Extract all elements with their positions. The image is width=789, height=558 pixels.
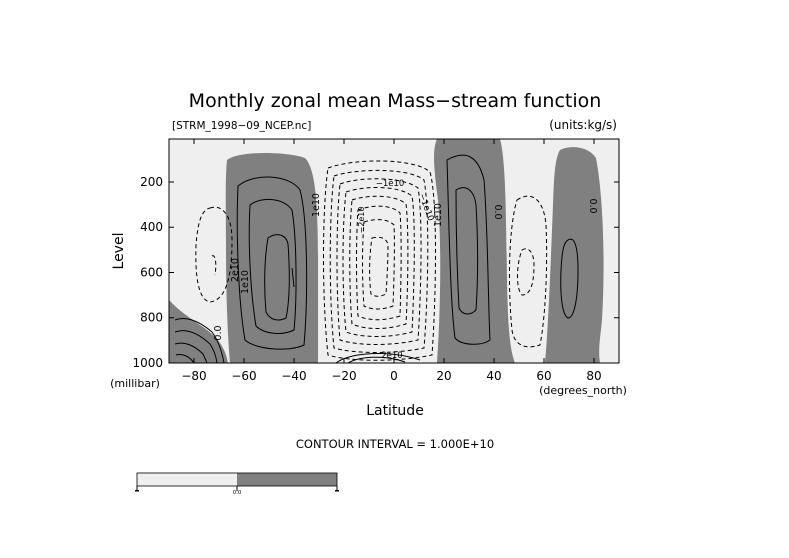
colorbar-center-label: 0.0 xyxy=(233,490,242,496)
contour-label: −1e10 xyxy=(376,179,405,189)
positive-region-north xyxy=(434,139,515,363)
contour-line xyxy=(336,178,422,345)
negative-contours xyxy=(195,160,548,361)
contour-label: 2e10 xyxy=(381,351,402,361)
y-axis-title: Level xyxy=(111,233,127,270)
positive-region-far-south xyxy=(169,300,228,363)
contour-line xyxy=(356,205,402,321)
contour-line xyxy=(342,186,415,337)
x-axis-unit: (degrees_north) xyxy=(539,384,627,397)
contour-label: 0.0 xyxy=(492,204,503,219)
contour-line xyxy=(264,234,290,321)
x-tick-label: 20 xyxy=(436,369,451,383)
x-tick-label: −80 xyxy=(181,369,206,383)
contour-label: 1e10 xyxy=(311,193,322,217)
contour-line xyxy=(291,267,295,288)
x-axis: −80 −60 −40 −20 0 20 40 60 80 xyxy=(181,139,602,383)
x-tick-label: 60 xyxy=(536,369,551,383)
contour-line xyxy=(211,255,217,276)
y-tick-label: 1000 xyxy=(132,356,163,370)
colorbar-min-mark xyxy=(135,490,139,492)
contour-line xyxy=(362,219,395,310)
y-tick-label: 800 xyxy=(140,311,163,325)
positive-contours xyxy=(174,154,491,364)
x-tick-label: 80 xyxy=(586,369,601,383)
contour-line xyxy=(329,169,429,353)
positive-region-far-north xyxy=(545,147,604,363)
contour-line xyxy=(369,236,389,297)
colorbar-max-mark xyxy=(335,490,339,492)
contour-label: 1e10 xyxy=(433,203,444,227)
contour-line xyxy=(174,342,208,364)
x-tick-label: 40 xyxy=(486,369,501,383)
contour-line xyxy=(195,206,233,303)
y-tick-label: 400 xyxy=(140,220,163,234)
contour-line xyxy=(347,356,406,364)
chart-title: Monthly zonal mean Mass−stream function xyxy=(189,90,602,112)
y-tick-label: 200 xyxy=(140,175,163,189)
contour-line xyxy=(323,160,436,361)
contour-label: 1e10 xyxy=(240,270,251,294)
contour-label: 2e10 xyxy=(230,258,241,282)
colorbar-negative-swatch xyxy=(137,473,237,486)
contour-line xyxy=(517,248,535,296)
contour-line xyxy=(508,195,548,348)
y-tick-label: 600 xyxy=(140,265,163,279)
contour-line xyxy=(349,195,409,329)
x-tick-label: 0 xyxy=(390,369,398,383)
contour-line xyxy=(175,354,195,364)
contour-line xyxy=(446,154,491,345)
x-tick-label: −40 xyxy=(281,369,306,383)
x-tick-label: −60 xyxy=(231,369,256,383)
y-axis-unit: (millibar) xyxy=(110,377,160,390)
colorbar-positive-swatch xyxy=(237,473,337,486)
colorbar: 0.0 xyxy=(135,472,339,496)
y-axis: 200 400 600 800 1000 xyxy=(132,175,619,370)
x-tick-label: −20 xyxy=(331,369,356,383)
contour-line xyxy=(335,353,421,364)
contour-interval: CONTOUR INTERVAL = 1.000E+10 xyxy=(296,437,494,451)
contour-line xyxy=(560,238,579,319)
file-label: [STRM_1998−09_NCEP.nc] xyxy=(172,120,311,132)
contour-line xyxy=(455,187,478,315)
contour-label: 0.0 xyxy=(587,198,598,213)
units-label: (units:kg/s) xyxy=(549,118,617,132)
contour-line xyxy=(248,198,297,334)
plot-area: 1e10 2e10 0.0 1e10 −1e10 −2e10 −1e10 1e1… xyxy=(168,138,620,364)
contour-label: 0.0 xyxy=(213,325,224,340)
contour-line xyxy=(174,330,218,364)
contour-line xyxy=(236,176,308,350)
x-axis-title: Latitude xyxy=(366,403,424,419)
contour-line xyxy=(174,318,225,364)
contour-label: −2e10 xyxy=(357,207,366,234)
